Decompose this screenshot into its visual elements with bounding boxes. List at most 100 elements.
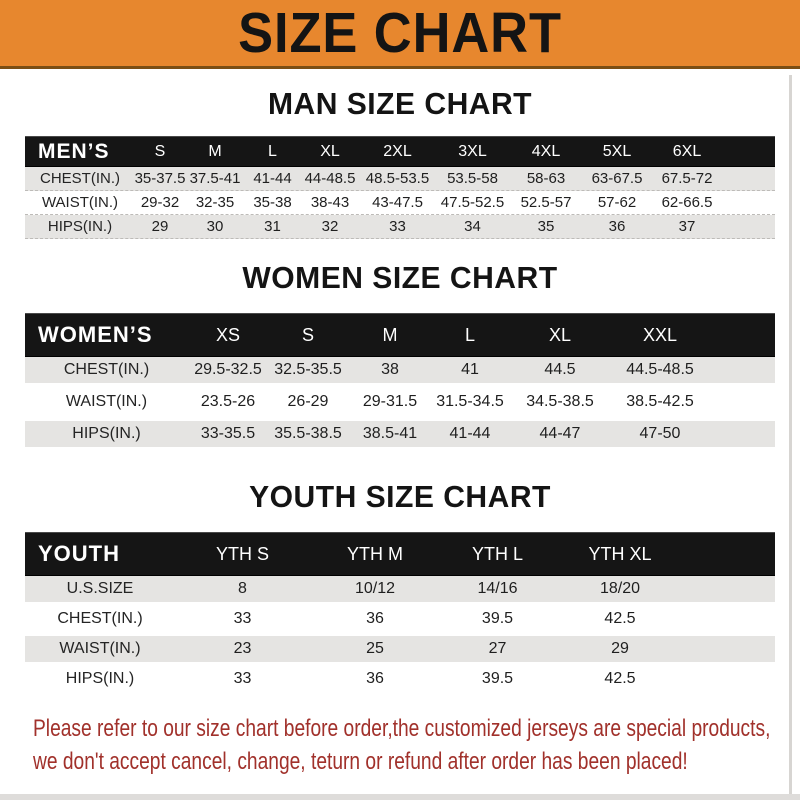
row-label: CHEST(IN.)	[63, 361, 150, 378]
size-value: 39.5	[481, 610, 514, 627]
women-hips-row: HIPS(IN.) 33-35.5 35.5-38.5 38.5-41 41-4…	[25, 421, 775, 447]
row-label: WAIST(IN.)	[59, 640, 141, 657]
size-value: 38-43	[310, 194, 350, 211]
size-col-header: 5XL	[602, 142, 632, 160]
notice-line-2: we don't accept cancel, change, teturn o…	[33, 748, 688, 775]
size-value: 36	[608, 218, 626, 235]
youth-table-header-row: YOUTH YTH S YTH M YTH L YTH XL	[25, 532, 775, 576]
youth-chest-row: CHEST(IN.) 33 36 39.5 42.5	[25, 606, 775, 632]
women-chest-row: CHEST(IN.) 29.5-32.5 32.5-35.5 38 41 44.…	[25, 357, 775, 383]
size-value: 27	[488, 640, 507, 657]
size-value: 43-47.5	[372, 194, 423, 211]
youth-section: YOUTH SIZE CHART YOUTH YTH S YTH M YTH L…	[0, 478, 800, 692]
size-value: 41-44	[449, 425, 491, 442]
women-section-heading: WOMEN SIZE CHART	[242, 260, 558, 295]
row-label: WAIST(IN.)	[65, 393, 148, 410]
women-table-title: WOMEN’S	[38, 322, 153, 347]
youth-ussize-row: U.S.SIZE 8 10/12 14/16 18/20	[25, 576, 775, 602]
size-value: 47.5-52.5	[440, 194, 505, 211]
row-filler	[685, 636, 775, 662]
size-value: 67.5-72	[661, 170, 713, 187]
row-label: HIPS(IN.)	[47, 218, 113, 235]
row-filler	[685, 576, 775, 602]
size-col-header: L	[268, 142, 277, 160]
size-value: 38.5-42.5	[626, 393, 694, 410]
size-value: 48.5-53.5	[365, 170, 430, 187]
youth-size-table: YOUTH YTH S YTH M YTH L YTH XL U.S.SIZE …	[25, 532, 775, 692]
size-value: 35	[537, 218, 555, 235]
size-value: 29-31.5	[362, 393, 418, 410]
row-filler	[708, 389, 775, 415]
size-value: 63-67.5	[591, 170, 643, 187]
size-value: 31.5-34.5	[436, 393, 504, 410]
row-filler	[685, 606, 775, 632]
size-value: 36	[366, 670, 384, 687]
size-value: 35-37.5	[135, 170, 185, 187]
men-hips-row: HIPS(IN.) 29 30 31 32 33 34 35 36 37	[25, 215, 775, 239]
size-col-header: S	[154, 142, 166, 160]
women-section: WOMEN SIZE CHART WOMEN’S XS S M L XL XXL…	[0, 259, 800, 447]
banner: SIZE CHART	[0, 0, 800, 69]
size-value: 29-32	[140, 194, 180, 211]
size-value: 23.5-26	[200, 393, 256, 410]
page-title: SIZE CHART	[238, 1, 562, 65]
size-value: 32	[321, 218, 339, 235]
size-value: 37	[678, 218, 696, 235]
size-value: 34.5-38.5	[526, 393, 594, 410]
size-value: 44.5-48.5	[626, 361, 694, 378]
row-filler	[722, 191, 775, 214]
row-label: HIPS(IN.)	[72, 425, 141, 442]
size-value: 34	[464, 218, 481, 235]
size-value: 58-63	[526, 170, 566, 187]
men-size-table: MEN’S S M L XL 2XL 3XL 4XL 5XL 6XL CHEST…	[25, 136, 775, 239]
size-col-header: YTH XL	[588, 543, 652, 564]
size-value: 29	[611, 640, 629, 657]
size-value: 42.5	[604, 670, 636, 687]
row-filler	[685, 666, 775, 692]
size-value: 38.5-41	[362, 425, 418, 442]
row-filler	[722, 215, 775, 238]
men-section: MAN SIZE CHART MEN’S S M L XL 2XL 3XL 4X…	[0, 85, 800, 239]
size-value: 8	[238, 580, 247, 597]
men-table-title: MEN’S	[38, 139, 110, 163]
row-label: HIPS(IN.)	[65, 670, 135, 687]
women-waist-row: WAIST(IN.) 23.5-26 26-29 29-31.5 31.5-34…	[25, 389, 775, 415]
size-col-header: S	[301, 324, 314, 345]
size-value: 62-66.5	[661, 194, 713, 211]
size-value: 23	[233, 640, 252, 657]
row-label: CHEST(IN.)	[40, 170, 120, 187]
size-value: 26-29	[287, 393, 329, 410]
size-col-header: XL	[320, 142, 340, 160]
size-value: 25	[366, 640, 384, 657]
row-filler	[722, 167, 775, 190]
youth-hips-row: HIPS(IN.) 33 36 39.5 42.5	[25, 666, 775, 692]
size-value: 37.5-41	[189, 170, 241, 187]
size-col-header: XXL	[642, 324, 678, 345]
size-col-header: 6XL	[672, 142, 702, 160]
size-value: 32.5-35.5	[274, 361, 342, 378]
size-value: 33	[389, 218, 406, 235]
size-col-header: XS	[215, 324, 240, 345]
size-value: 52.5-57	[520, 194, 572, 211]
row-label: U.S.SIZE	[66, 580, 134, 597]
footer-notice: Please refer to our size chart before or…	[0, 712, 800, 778]
men-chest-row: CHEST(IN.) 35-37.5 37.5-41 41-44 44-48.5…	[25, 167, 775, 191]
row-label: CHEST(IN.)	[57, 610, 143, 627]
youth-waist-row: WAIST(IN.) 23 25 27 29	[25, 636, 775, 662]
size-col-header: XL	[548, 324, 572, 345]
row-filler	[708, 357, 775, 383]
header-filler	[685, 532, 775, 576]
size-value: 33	[233, 670, 252, 687]
size-value: 57-62	[597, 194, 637, 211]
size-value: 14/16	[477, 580, 518, 597]
size-col-header: YTH L	[471, 543, 523, 564]
size-value: 33	[233, 610, 252, 627]
size-col-header: 4XL	[531, 142, 561, 160]
scan-edge-bottom	[0, 794, 800, 800]
size-value: 44.5	[544, 361, 576, 378]
size-value: 41-44	[253, 170, 292, 187]
size-col-header: 2XL	[383, 142, 412, 160]
size-value: 29.5-32.5	[194, 361, 262, 378]
scan-edge-right	[789, 75, 792, 794]
